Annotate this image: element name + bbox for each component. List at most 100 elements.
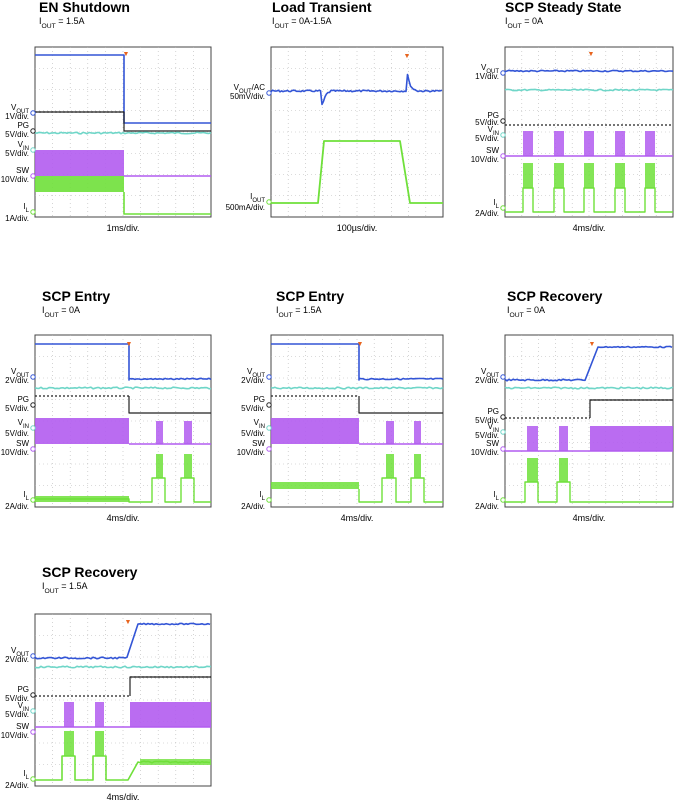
channel-marker-pg	[30, 128, 36, 134]
il-burst-2	[615, 163, 625, 188]
channel-label-vin: VIN	[488, 422, 499, 434]
channel-label-il-sub: L	[262, 496, 266, 502]
trigger-marker: ▼	[404, 53, 411, 60]
vout-trace	[271, 343, 444, 381]
waveforms: ▼	[34, 51, 212, 215]
time-scale-label: 4ms/div.	[573, 513, 606, 523]
panel-subtitle: IOUT = 0A	[507, 305, 545, 319]
panel-subtitle-sub: OUT	[279, 312, 293, 319]
channel-label-vout-main: V	[481, 63, 487, 72]
channel-label-il-sub: L	[496, 204, 500, 210]
sw-burst-0	[523, 131, 533, 156]
channel-label-il-sub: L	[26, 496, 30, 502]
iout-trace	[271, 140, 443, 204]
channel-label-sw-main: SW	[16, 439, 29, 448]
time-scale-label: 4ms/div.	[341, 513, 374, 523]
channel-scale-il: 2A/div.	[5, 502, 29, 511]
channel-scale-sw: 10V/div.	[1, 448, 29, 457]
channel-scale-pg: 5V/div.	[5, 694, 29, 703]
panel-title: SCP Recovery	[507, 288, 603, 304]
channel-label-sw-main: SW	[486, 146, 499, 155]
channel-marker-pg	[500, 414, 506, 420]
panel-title: SCP Entry	[276, 288, 344, 304]
channel-label-sw: SW	[16, 166, 29, 175]
sw-hiccup-0	[64, 702, 74, 727]
channel-marker-sw	[30, 446, 36, 452]
sw-burst	[35, 418, 129, 444]
channel-label-pg: PG	[17, 685, 29, 694]
panel-subtitle-rest: = 1.5A	[293, 305, 322, 315]
channel-label-il-sub: L	[26, 208, 30, 214]
channel-label-il: IL	[259, 490, 265, 502]
panel-subtitle-rest: = 1.5A	[56, 16, 85, 26]
channel-label-vin-main: V	[18, 418, 24, 427]
vin-trace	[504, 386, 674, 390]
channel-scale-sw: 10V/div.	[1, 731, 29, 740]
channel-marker-sw	[266, 446, 272, 452]
channel-label-il: IL	[23, 202, 29, 214]
channel-label-il: IL	[493, 198, 499, 210]
channel-label-pg: PG	[487, 111, 499, 120]
vout-trace	[35, 54, 211, 124]
channel-marker-vin	[30, 708, 36, 714]
channel-label-vin: VIN	[18, 140, 29, 152]
channel-label-vin-sub: IN	[23, 146, 29, 152]
channel-label-il-sub: L	[496, 496, 500, 502]
channel-label-il: IOUT	[250, 192, 265, 204]
channel-scale-il: 2A/div.	[475, 209, 499, 218]
sw-burst	[590, 426, 673, 451]
channel-label-vin-main: V	[488, 422, 494, 431]
channel-marker-sw	[500, 153, 506, 159]
channel-scale-pg: 5V/div.	[241, 404, 265, 413]
channel-label-il-main: I	[23, 490, 25, 499]
vout-trace	[34, 622, 211, 660]
vout-trace	[504, 345, 673, 382]
channel-label-sw: SW	[486, 439, 499, 448]
channel-label-vin-sub: IN	[23, 707, 29, 713]
channel-label-vout-sub: OUT	[16, 109, 29, 115]
channel-scale-sw: 10V/div.	[471, 155, 499, 164]
channel-label-pg-main: PG	[487, 407, 499, 416]
channel-marker-vin	[500, 429, 506, 435]
channel-label-vout-sub: OUT	[239, 89, 252, 95]
il-hiccup-0	[527, 458, 538, 482]
il-burst-1	[584, 163, 594, 188]
sw-hiccup-1	[559, 426, 568, 451]
channel-marker-pg	[500, 118, 506, 124]
waveforms: ▼	[504, 51, 674, 213]
channel-label-vout-main: V	[247, 367, 253, 376]
panel-subtitle-main: I	[39, 16, 42, 26]
channel-label-il-main: I	[250, 192, 252, 201]
vin-trace	[504, 88, 674, 92]
il-hiccup-1	[559, 458, 568, 482]
channel-label-il-main: I	[259, 490, 261, 499]
channel-marker-il	[500, 205, 506, 211]
pg-trace	[358, 396, 443, 414]
panel-subtitle-main: I	[272, 16, 275, 26]
channel-label-vout-main: V	[11, 367, 17, 376]
channel-scale-sw: 10V/div.	[237, 448, 265, 457]
sw-hiccup-0	[386, 421, 394, 444]
time-scale-label: 4ms/div.	[573, 223, 606, 233]
il-hiccup-0	[64, 731, 74, 756]
trigger-marker: ▼	[588, 51, 595, 58]
channel-label-pg-main: PG	[17, 395, 29, 404]
channel-scale-il: 2A/div.	[475, 502, 499, 511]
channel-scale-vout: 2V/div.	[5, 655, 29, 664]
channel-label-vin: VIN	[488, 125, 499, 137]
channel-scale-pg: 5V/div.	[5, 130, 29, 139]
channel-marker-il	[266, 497, 272, 503]
il-trace	[505, 481, 673, 503]
il-hiccup-0	[386, 454, 394, 478]
panel-subtitle-rest: = 0A-1.5A	[289, 16, 332, 26]
channel-label-vin-main: V	[18, 140, 24, 149]
channel-marker-pg	[30, 402, 36, 408]
channel-label-vout-main: V	[234, 83, 240, 92]
channel-label-il: IL	[23, 769, 29, 781]
channel-label-vout-sub: OUT	[16, 373, 29, 379]
